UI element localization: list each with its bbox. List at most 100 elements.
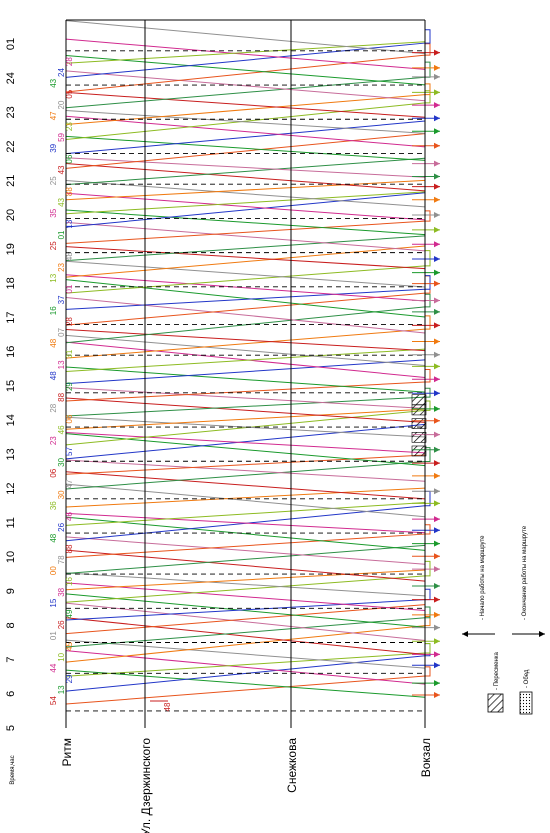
arrow-head (434, 142, 440, 149)
trip-line (65, 265, 426, 294)
legend-dotted-symbol (519, 691, 533, 715)
trip-line (65, 599, 426, 621)
trip-number-label: 25 (49, 176, 58, 185)
trip-line (65, 569, 426, 591)
trip-number-label: 36 (49, 501, 58, 510)
trip-line (65, 192, 426, 228)
trip-line (65, 549, 426, 582)
trip-line (65, 70, 426, 102)
arrow-head (434, 651, 440, 658)
arrow-head (434, 173, 440, 180)
trip-layover (425, 642, 431, 654)
arrow-head (434, 540, 440, 547)
hatched-box (411, 394, 427, 405)
arrow-head (434, 49, 440, 56)
stop-name: Ул. Дзержинского (139, 738, 153, 833)
hour-tick-label: 18 (5, 277, 17, 289)
trip-line (65, 179, 426, 201)
arrow-head (434, 376, 440, 383)
trip-line (65, 669, 426, 698)
trip-line (65, 348, 426, 372)
arrow-head (434, 446, 440, 453)
hour-tick-label: 14 (5, 414, 17, 426)
hour-tick-label: 23 (5, 106, 17, 118)
trip-layover (425, 524, 431, 535)
trip-line (65, 38, 426, 70)
trip-number-label: 46 (57, 425, 66, 434)
trip-line (65, 209, 426, 236)
arrow-head (434, 431, 440, 438)
arrow-head (434, 64, 440, 71)
trip-layover (425, 368, 431, 383)
trip-layover (425, 43, 431, 56)
trip-line (65, 483, 426, 518)
arrow-head (434, 527, 440, 534)
trip-line (65, 416, 426, 438)
trip-number-label: 29 (65, 382, 74, 391)
arrow-head (434, 662, 440, 669)
trip-number-label: 13 (57, 685, 66, 694)
arrow-head (434, 390, 440, 397)
trip-line (65, 502, 426, 526)
arrow-head (434, 405, 440, 412)
shift-boxes (411, 394, 427, 457)
trip-layover (425, 90, 431, 104)
trip-line (65, 575, 426, 603)
trip-line (65, 157, 426, 186)
legend-arrow-up-head (462, 631, 468, 637)
hatched-box (411, 431, 427, 443)
trip-line (65, 221, 426, 252)
arrow-head (434, 553, 440, 560)
trip-line (65, 409, 426, 446)
trip-number-label: 00 (49, 566, 58, 575)
dashed-lines (66, 50, 425, 712)
hour-tick-label: 8 (5, 622, 17, 628)
trip-line (65, 135, 426, 161)
stop-name: Ритм (60, 738, 74, 766)
arrow-head (434, 583, 440, 590)
x-axis-label: Время,час (10, 755, 16, 784)
trip-number-label: 20 (57, 100, 66, 109)
arrow-head (434, 363, 440, 370)
arrow-head (434, 322, 440, 329)
trip-number-label: 45 (65, 641, 74, 650)
trip-line (65, 512, 426, 534)
trip-line (65, 408, 426, 430)
hour-tick-label: 12 (5, 482, 17, 494)
trip-line (65, 180, 426, 208)
hour-tick-label: 7 (5, 657, 17, 663)
trip-line (65, 582, 426, 612)
arrow-head (434, 338, 440, 345)
trip-layover (425, 83, 431, 96)
trip-layover (425, 400, 431, 411)
hour-tick-label: 15 (5, 380, 17, 392)
trip-line (65, 572, 426, 597)
trip-layover (425, 447, 431, 463)
stop-lines (65, 20, 426, 728)
trip-line (65, 459, 426, 482)
trip-layover (425, 666, 431, 677)
trip-number-label: 39 (49, 143, 58, 152)
trip-number-label: 26 (57, 522, 66, 531)
trip-number-label: 13 (49, 273, 58, 282)
trip-line (65, 235, 426, 262)
hour-tick-label: 6 (5, 691, 17, 697)
legend-arrow-down-head (539, 631, 545, 637)
hour-labels: 5 6 7 8 9 10 11 12 13 14 15 16 17 18 19 20 21 22 23 24 01 (5, 38, 17, 731)
trip-line (65, 279, 426, 318)
trip-line (65, 625, 426, 663)
trip-layover (425, 250, 431, 267)
hour-tick-label: 21 (5, 175, 17, 187)
trip-line (65, 487, 426, 508)
trip-line (65, 423, 426, 460)
stop-name: Вокзал (419, 738, 433, 777)
trip-layover (425, 315, 431, 330)
trip-number-label: 13 (65, 219, 74, 228)
trip-number-label: 44 (49, 663, 58, 672)
trip-line (65, 102, 426, 140)
trip-number-label: 48 (65, 252, 74, 261)
arrow-head (434, 160, 440, 167)
trip-number-label: 30 (57, 490, 66, 499)
trip-number-label: 28 (65, 317, 74, 326)
